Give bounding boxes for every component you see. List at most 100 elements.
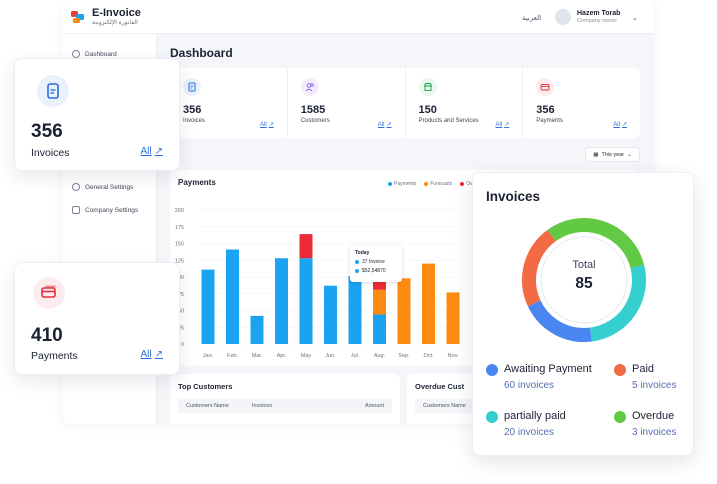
arrow-up-right-icon: ↗ xyxy=(386,122,392,128)
arrow-up-right-icon: ↗ xyxy=(504,122,510,128)
x-tick-label: Mar. xyxy=(252,353,263,359)
brand-subtitle: الفاتورة الإلكترونية xyxy=(92,20,138,26)
legend-dot xyxy=(486,364,498,376)
float-invoices-all-link[interactable]: All ↗ xyxy=(140,146,163,157)
y-tick-label: 25 xyxy=(178,325,184,331)
float-invoices-value: 356 xyxy=(31,121,63,142)
tooltip-text: $52,54870 xyxy=(362,268,386,274)
x-tick-label: Jul. xyxy=(351,353,360,359)
sidebar-item-company-settings[interactable]: Company Settings xyxy=(72,206,138,214)
chart-legend: Payments Forecasts Ov xyxy=(388,181,473,187)
legend-name: Paid xyxy=(632,363,655,375)
stat-card-products: 150 Products and Services All ↗ xyxy=(406,68,524,138)
stat-label: Customers xyxy=(300,118,330,124)
brand-logo[interactable]: E-Invoice الفاتورة الإلكترونية xyxy=(70,8,141,26)
invoice-icon xyxy=(37,75,69,107)
float-card-invoices: 356 Invoices All ↗ xyxy=(14,58,180,171)
donut-legend-paid: Paid 5 invoices xyxy=(614,363,676,391)
stat-label: Payments xyxy=(536,118,563,124)
donut-slice-paid xyxy=(522,229,557,307)
sidebar-item-label: Company Settings xyxy=(85,206,139,214)
donut-total-label: Total xyxy=(572,259,596,271)
legend-count: 5 invoices xyxy=(632,380,677,391)
stat-card-payments: 356 Payments All ↗ xyxy=(523,68,640,138)
y-tick-label: 50 xyxy=(178,309,184,315)
y-tick-label: 175 xyxy=(175,225,184,231)
sidebar-item-dashboard[interactable]: Dashboard xyxy=(72,50,117,58)
calendar-icon: ▦ xyxy=(593,151,599,158)
legend-count: 20 invoices xyxy=(504,427,555,438)
stat-value: 356 xyxy=(183,104,202,116)
x-tick-label: Feb. xyxy=(227,353,238,359)
invoices-donut-card: Invoices Total 85 Awaiting Payment 60 inv… xyxy=(472,172,694,456)
tooltip-row: 37 Invoice xyxy=(355,259,397,265)
period-filter[interactable]: ▦ This year ⌄ xyxy=(585,147,640,162)
bar-payments xyxy=(275,258,288,344)
bar-ov xyxy=(373,279,386,290)
card-icon xyxy=(536,78,555,96)
stats-row: 356 Invoices All ↗ 1585 Customers All ↗ 15… xyxy=(170,68,640,138)
legend-name: partially paid xyxy=(504,410,566,422)
bar-forecasts xyxy=(422,263,435,344)
legend-label: Ov xyxy=(466,181,473,187)
bar-payments xyxy=(373,314,386,344)
stat-all-link[interactable]: All ↗ xyxy=(378,121,392,129)
donut-slice-awaiting-payment xyxy=(527,300,592,342)
column-header: Amount xyxy=(365,403,384,409)
sidebar-item-general-settings[interactable]: General Settings xyxy=(72,183,133,191)
bar-forecasts xyxy=(373,289,386,315)
legend-dot xyxy=(486,411,498,423)
float-payments-all-link[interactable]: All ↗ xyxy=(140,349,163,360)
tooltip-title: Today xyxy=(355,250,370,256)
legend-item-forecasts: Forecasts xyxy=(424,181,452,187)
user-name: Hazem Torab xyxy=(577,10,621,17)
stat-value: 356 xyxy=(536,104,555,116)
bar-payments xyxy=(348,276,362,344)
legend-label: Payments xyxy=(394,181,417,187)
float-payments-value: 410 xyxy=(31,325,63,346)
bar-forecasts xyxy=(446,292,460,344)
tooltip-row: $52,54870 xyxy=(355,268,397,274)
donut-legend-partial: partially paid 20 invoices xyxy=(486,410,566,438)
arrow-up-right-icon: ↗ xyxy=(621,122,627,128)
stat-all-link[interactable]: All ↗ xyxy=(260,121,274,129)
y-tick-label: 75 xyxy=(178,292,184,298)
x-tick-label: Nov. xyxy=(448,353,459,359)
stat-all-link[interactable]: All ↗ xyxy=(613,121,627,129)
tooltip-text: 37 Invoice xyxy=(362,259,385,265)
avatar xyxy=(555,9,571,25)
payments-bar-chart: 0255075100125150175200Jan.Feb.Mar.Apr.Ma… xyxy=(175,208,460,359)
y-tick-label: 125 xyxy=(175,258,184,264)
invoice-icon xyxy=(183,78,201,96)
chevron-down-icon[interactable]: ⌄ xyxy=(632,15,638,22)
arrow-up-right-icon: ↗ xyxy=(154,146,163,157)
donut-legend-awaiting: Awaiting Payment 60 invoices xyxy=(486,363,592,391)
arrow-up-right-icon: ↗ xyxy=(268,122,274,128)
user-menu[interactable]: Hazem Torab Company owner xyxy=(555,9,620,25)
link-text: All xyxy=(140,146,152,157)
language-switch[interactable]: العربية xyxy=(522,15,542,22)
column-header: Invoices xyxy=(252,403,273,409)
donut-slice-overdue xyxy=(547,218,645,269)
company-icon xyxy=(72,206,80,214)
link-text: All xyxy=(613,121,620,128)
y-tick-label: 0 xyxy=(181,342,184,348)
legend-name: Awaiting Payment xyxy=(504,363,592,375)
link-text: All xyxy=(495,121,503,128)
stat-card-invoices: 356 Invoices All ↗ xyxy=(170,68,288,138)
y-tick-label: 150 xyxy=(175,242,184,248)
stat-all-link[interactable]: All ↗ xyxy=(495,121,510,129)
bar-payments xyxy=(201,269,215,344)
x-tick-label: Jun. xyxy=(325,353,336,359)
store-icon xyxy=(418,78,437,96)
card-icon xyxy=(33,277,65,309)
bar-ov xyxy=(299,234,313,259)
settings-icon xyxy=(72,183,80,191)
arrow-up-right-icon: ↗ xyxy=(154,349,163,360)
stat-card-customers: 1585 Customers All ↗ xyxy=(288,68,406,138)
donut-inner-ring xyxy=(540,236,628,324)
column-header: Customers Name xyxy=(423,403,466,409)
link-text: All xyxy=(140,349,152,360)
legend-count: 60 invoices xyxy=(504,380,555,391)
y-tick-label: 200 xyxy=(175,208,184,214)
